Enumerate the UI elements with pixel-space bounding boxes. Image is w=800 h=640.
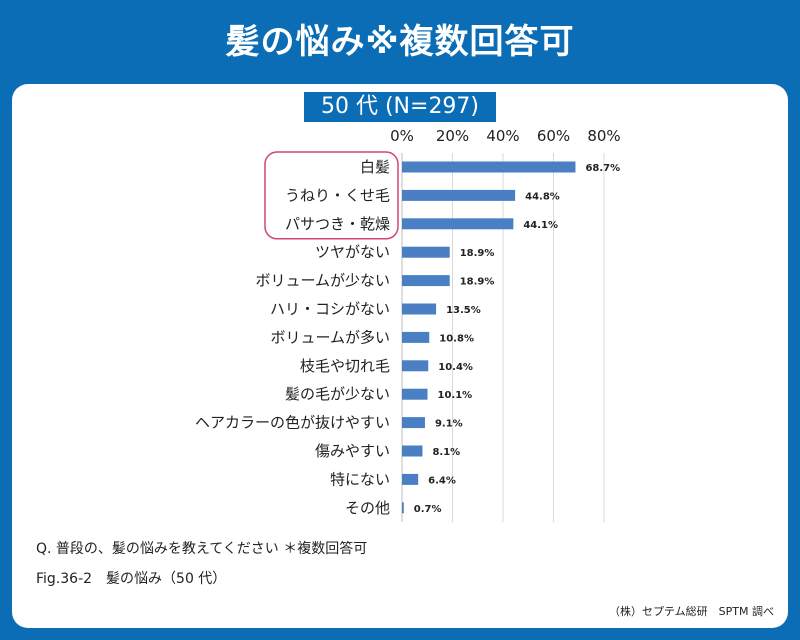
x-tick-label: 40% <box>486 127 519 145</box>
bar <box>402 246 450 258</box>
bar <box>402 275 450 287</box>
data-label: 68.7% <box>585 163 620 174</box>
x-tick-label: 60% <box>537 127 570 145</box>
credit-text: （株）セプテム総研 SPTM 調べ <box>609 605 774 618</box>
bar <box>402 189 516 201</box>
data-label: 9.1% <box>435 419 463 430</box>
bar <box>402 502 404 514</box>
category-label: その他 <box>345 499 390 517</box>
category-label: ハリ・コシがない <box>270 300 390 318</box>
category-label: 枝毛や切れ毛 <box>300 357 390 375</box>
question-text: Q. 普段の、髪の悩みを教えてください ＊複数回答可 <box>36 541 368 557</box>
category-label: 特にない <box>330 470 390 488</box>
data-label: 10.8% <box>439 333 474 344</box>
category-label: ツヤがない <box>315 243 390 261</box>
x-tick-label: 80% <box>587 127 620 145</box>
category-label: パサつき・乾燥 <box>285 215 390 233</box>
figure-caption: Fig.36-2 髪の悩み（50 代） <box>36 571 227 587</box>
bar <box>402 473 419 485</box>
data-label: 6.4% <box>428 475 456 486</box>
bar <box>402 388 428 400</box>
chart-subtitle: 50 代 (N=297) <box>304 92 496 122</box>
bar <box>402 303 437 315</box>
category-label: 傷みやすい <box>315 442 390 460</box>
data-label: 0.7% <box>414 504 442 515</box>
highlight-box <box>264 151 399 240</box>
data-label: 18.9% <box>460 277 495 288</box>
category-label: ボリュームが多い <box>270 328 390 346</box>
data-label: 44.8% <box>525 191 560 202</box>
data-label: 18.9% <box>460 248 495 259</box>
category-label: 白髪 <box>360 158 390 176</box>
category-label: ボリュームが少ない <box>255 272 390 290</box>
chart-panel <box>12 84 788 628</box>
bar <box>402 445 423 457</box>
x-tick-label: 20% <box>436 127 469 145</box>
bar <box>402 218 514 230</box>
data-label: 13.5% <box>446 305 481 316</box>
category-label: 髪の毛が少ない <box>285 385 390 403</box>
bar <box>402 360 429 372</box>
x-tick-label: 0% <box>390 127 414 145</box>
category-label: ヘアカラーの色が抜けやすい <box>195 414 390 432</box>
bar <box>402 161 576 173</box>
bar <box>402 417 425 429</box>
data-label: 10.1% <box>438 390 473 401</box>
data-label: 44.1% <box>523 220 558 231</box>
data-label: 10.4% <box>438 362 473 373</box>
bar <box>402 331 430 343</box>
page-title: 髪の悩み※複数回答可 <box>225 22 575 62</box>
category-label: うねり・くせ毛 <box>285 186 390 204</box>
data-label: 8.1% <box>432 447 460 458</box>
